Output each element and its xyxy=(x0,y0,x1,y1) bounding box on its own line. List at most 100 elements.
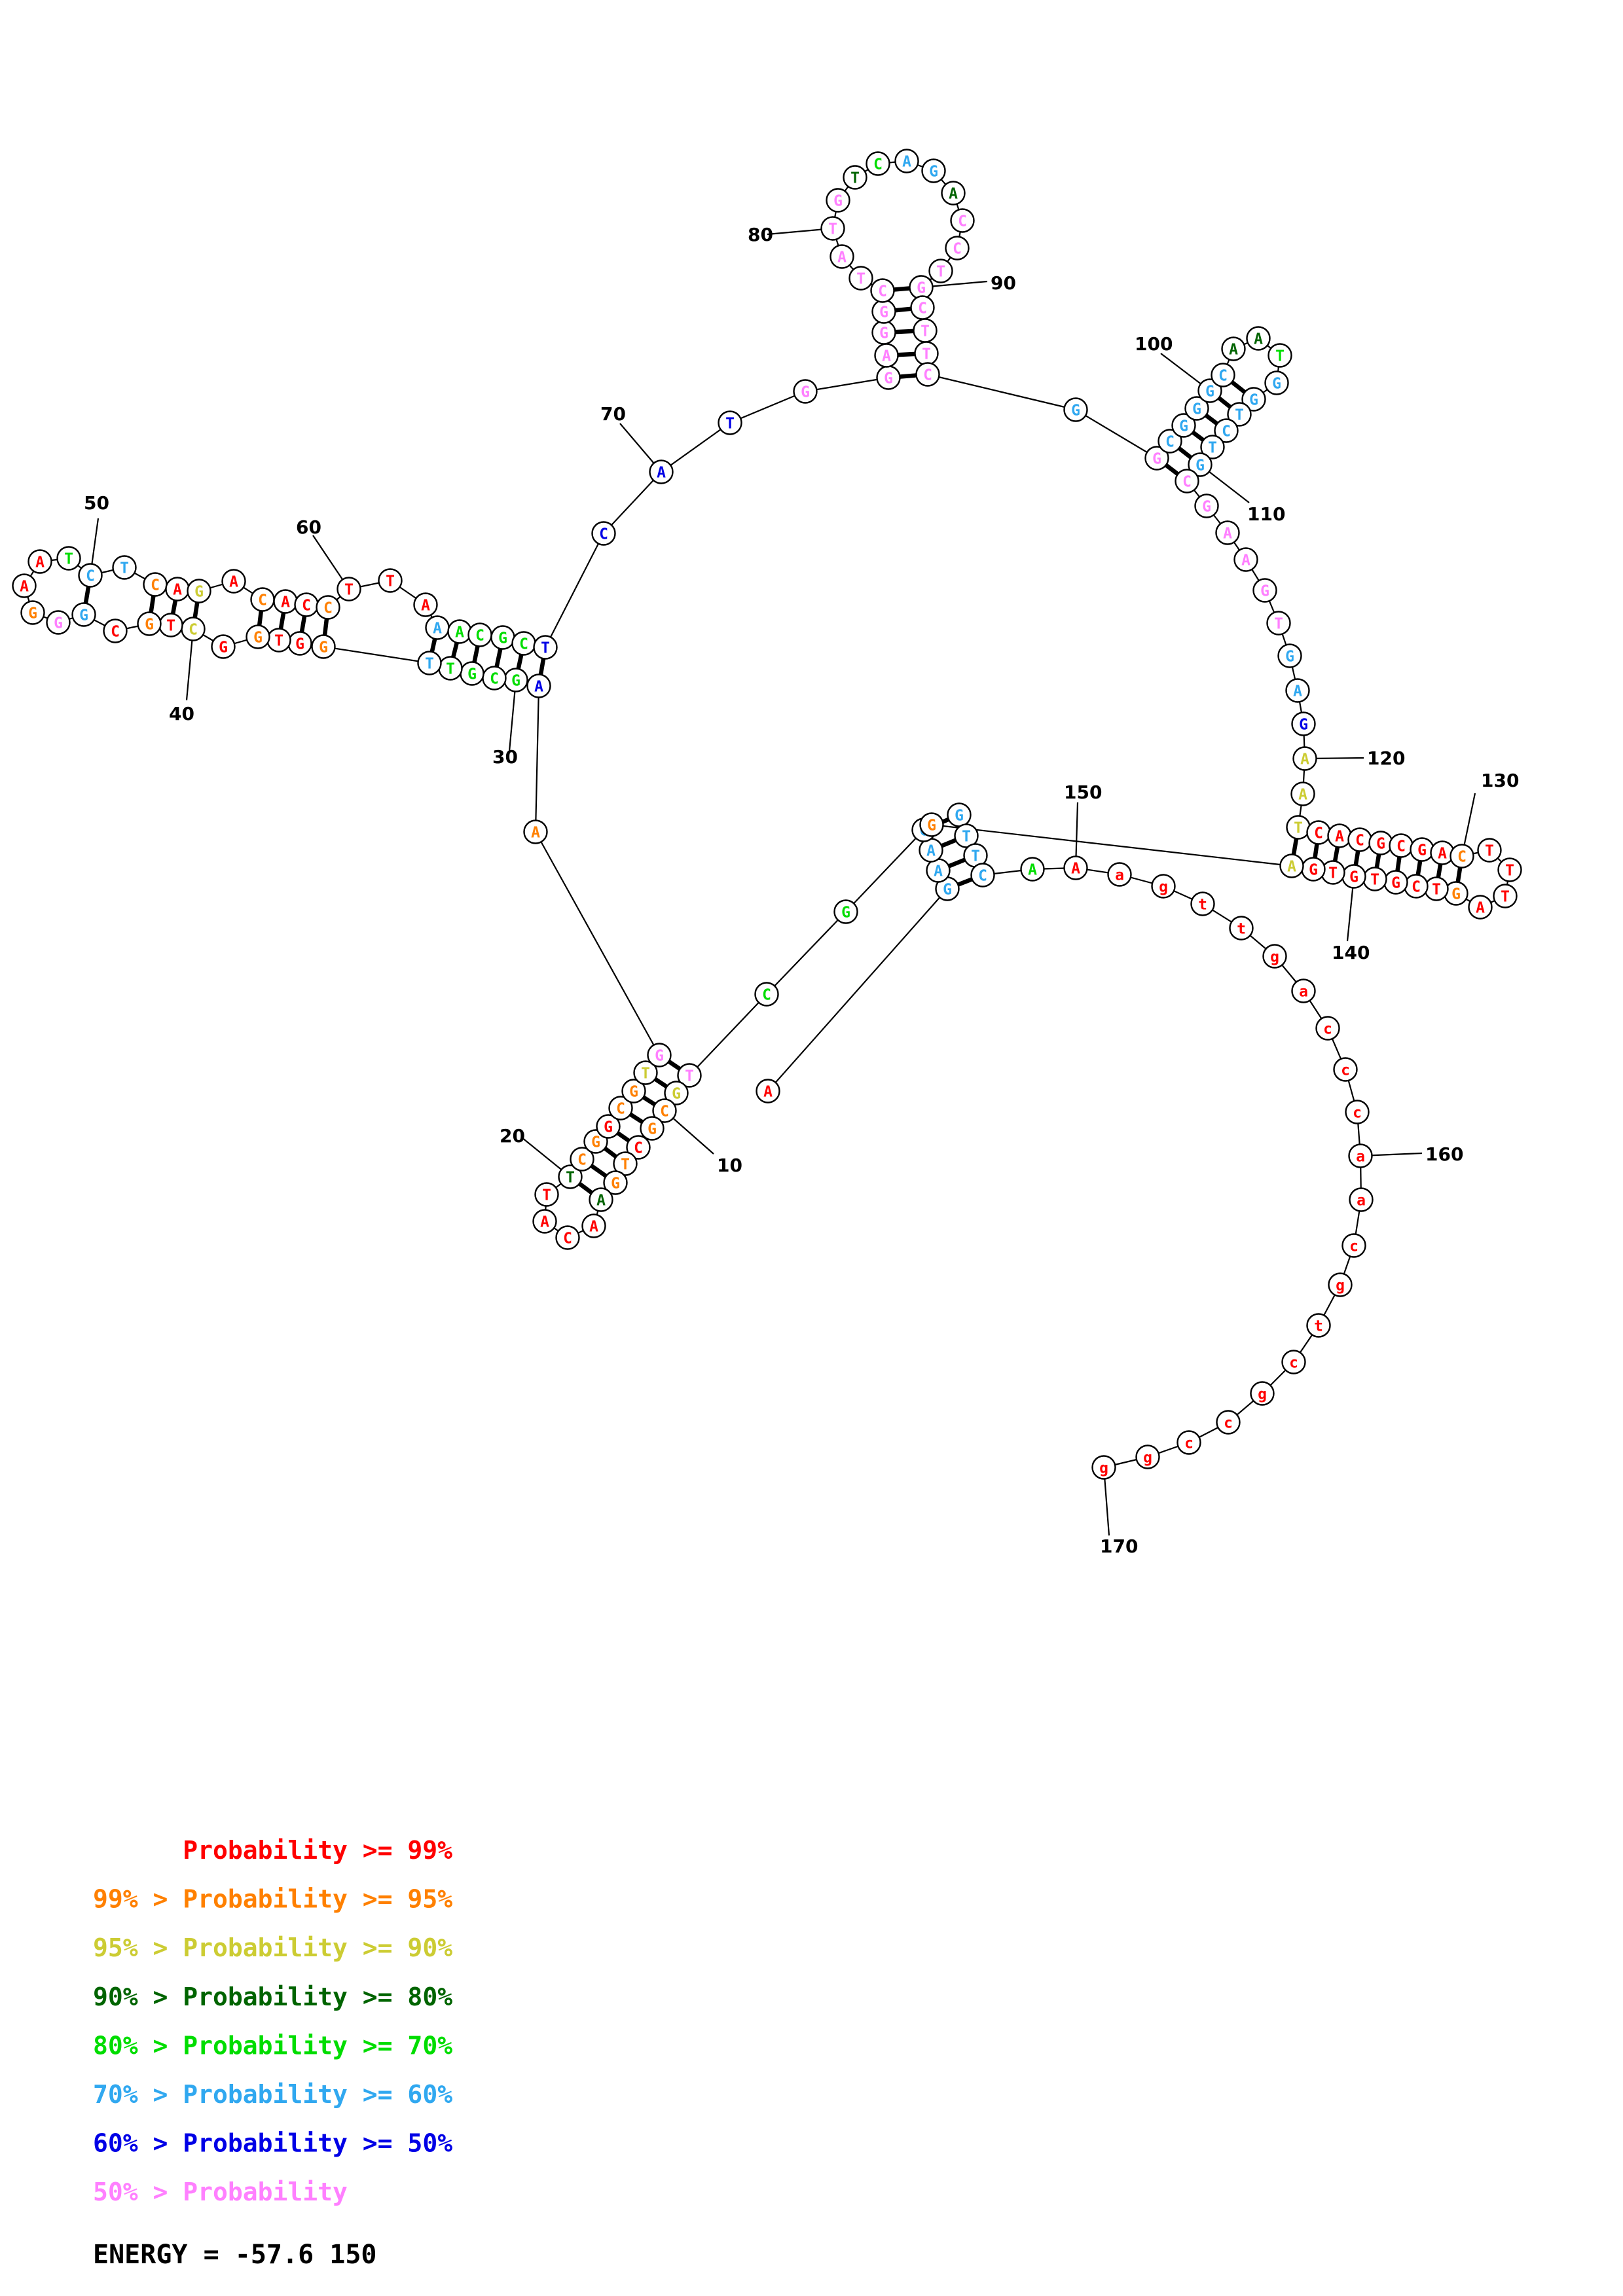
base-letter: C xyxy=(519,636,528,653)
base-circle xyxy=(1229,916,1254,941)
base-letter: G xyxy=(1272,376,1281,393)
base-circle xyxy=(950,208,975,233)
pair-layer xyxy=(81,285,1465,1202)
base-letter: C xyxy=(189,622,198,639)
base-letter: T xyxy=(1275,348,1285,365)
base-letter: A xyxy=(763,1084,773,1101)
base-letter: A xyxy=(926,843,936,860)
position-label: 140 xyxy=(1332,942,1370,963)
base-letter: C xyxy=(1355,833,1364,850)
nucleotide: C xyxy=(1211,363,1235,387)
base-circle xyxy=(417,651,442,675)
base-letter: G xyxy=(955,808,964,825)
base-letter: C xyxy=(918,300,927,317)
nucleotide: G xyxy=(311,634,336,659)
nucleotide: c xyxy=(1281,1350,1306,1374)
base-letter: T xyxy=(64,551,73,568)
base-circle xyxy=(843,165,867,190)
position-label: 130 xyxy=(1481,770,1519,791)
base-circle xyxy=(1214,418,1239,443)
base-letter: G xyxy=(1192,401,1201,418)
base-letter: C xyxy=(490,671,499,688)
base-letter: T xyxy=(1485,843,1494,860)
base-circle xyxy=(621,1079,646,1103)
base-circle xyxy=(221,569,246,594)
base-letter: C xyxy=(258,592,267,609)
nucleotide: c xyxy=(1315,1016,1340,1041)
base-letter: G xyxy=(879,304,888,321)
base-circle xyxy=(640,1116,665,1141)
nucleotide: T xyxy=(158,613,183,637)
base-circle xyxy=(1250,1381,1275,1406)
base-letter: T xyxy=(1505,863,1514,880)
base-circle xyxy=(56,546,81,571)
backbone-segment xyxy=(323,645,430,664)
base-letter: T xyxy=(566,1170,575,1187)
position-label: 10 xyxy=(717,1155,742,1176)
base-letter: C xyxy=(151,577,160,594)
base-circle xyxy=(1194,493,1219,518)
base-circle xyxy=(246,624,270,649)
base-letter: G xyxy=(54,615,63,632)
base-circle xyxy=(1241,387,1266,412)
base-circle xyxy=(652,1098,677,1123)
base-letter: C xyxy=(1218,368,1228,385)
base-letter: G xyxy=(943,882,952,899)
nucleotide: C xyxy=(950,208,975,233)
base-letter: G xyxy=(591,1134,600,1151)
base-circle xyxy=(1197,378,1222,403)
base-circle xyxy=(1262,944,1287,969)
base-circle xyxy=(970,863,995,888)
backbone-segment xyxy=(603,471,662,534)
base-circle xyxy=(1107,862,1132,887)
nucleotide: T xyxy=(266,628,291,653)
legend-line: 90% > Probability >= 80% xyxy=(93,1982,452,2011)
nucleotide: A xyxy=(1063,855,1088,880)
base-letter: G xyxy=(1376,836,1385,853)
base-circle xyxy=(919,812,944,837)
base-circle xyxy=(523,819,548,844)
nucleotide: C xyxy=(570,1147,594,1172)
nucleotide: A xyxy=(1468,895,1493,920)
nucleotide: C xyxy=(1389,833,1413,858)
nucleotide: T xyxy=(1497,857,1522,882)
backbone-segment xyxy=(767,888,948,1092)
nucleotide: G xyxy=(1184,396,1209,421)
legend-line: 50% > Probability xyxy=(93,2178,348,2206)
nucleotide: t xyxy=(1190,891,1215,916)
base-circle xyxy=(1252,578,1277,603)
nucleotide: C xyxy=(945,236,970,260)
nucleotide: G xyxy=(1383,870,1408,895)
base-circle xyxy=(1292,746,1317,771)
nucleotide: a xyxy=(1349,1187,1374,1212)
position-label: 120 xyxy=(1367,747,1405,769)
base-circle xyxy=(894,149,919,173)
base-circle xyxy=(756,1079,780,1103)
base-letter: A xyxy=(20,579,29,596)
nucleotide: T xyxy=(112,555,137,580)
base-letter: A xyxy=(421,598,430,615)
base-circle xyxy=(1468,895,1493,920)
nucleotide: C xyxy=(754,982,779,1007)
backbone-segment xyxy=(845,829,924,912)
base-letter: A xyxy=(173,582,182,599)
base-circle xyxy=(1190,891,1215,916)
nucleotide: C xyxy=(608,1096,633,1121)
position-label: 100 xyxy=(1135,333,1173,355)
base-circle xyxy=(1176,1430,1201,1455)
base-letter: T xyxy=(386,573,395,590)
base-circle xyxy=(793,379,818,404)
base-letter: G xyxy=(1391,875,1400,892)
base-circle xyxy=(1291,711,1316,736)
nucleotide: A xyxy=(1285,678,1310,703)
base-circle xyxy=(1497,857,1522,882)
legend-line: 99% > Probability >= 95% xyxy=(93,1885,452,1914)
nucleotide: G xyxy=(793,379,818,404)
nucleotide: G xyxy=(503,668,528,692)
base-circle xyxy=(870,278,895,303)
base-letter: C xyxy=(1314,825,1323,842)
base-letter: A xyxy=(1028,862,1037,879)
position-label: 50 xyxy=(84,492,109,514)
base-circle xyxy=(112,555,137,580)
base-circle xyxy=(718,410,742,435)
